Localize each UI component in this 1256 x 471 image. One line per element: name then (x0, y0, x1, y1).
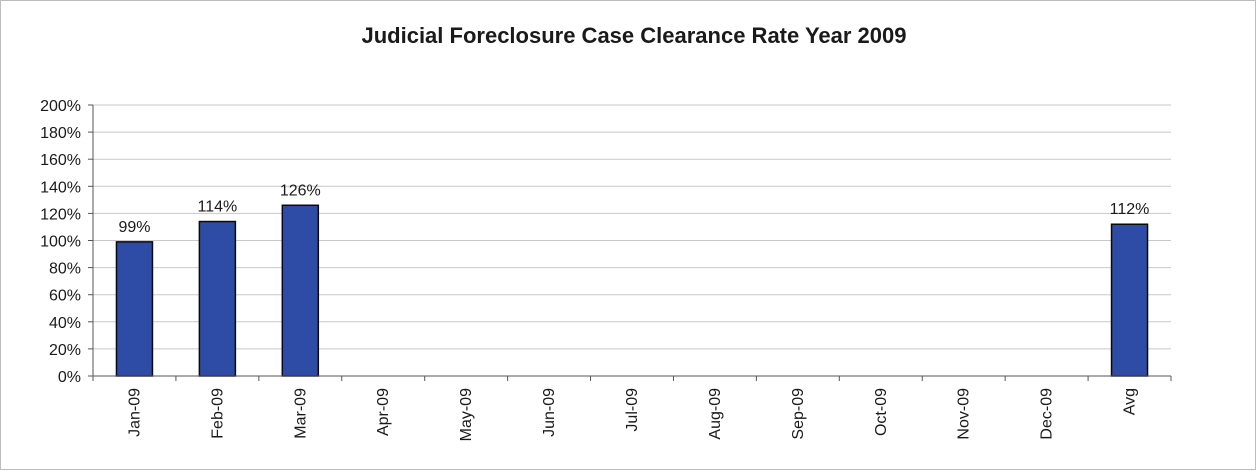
y-tick-label: 60% (49, 288, 81, 305)
chart-title: Judicial Foreclosure Case Clearance Rate… (361, 23, 906, 48)
x-tick-label: May-09 (458, 388, 475, 441)
y-tick-label: 0% (58, 369, 81, 386)
x-tick-label: Jun-09 (541, 388, 558, 437)
y-tick-label: 180% (40, 125, 81, 142)
data-labels: 99% 114% 126% 112% (118, 182, 1149, 236)
x-tick-label: Sep-09 (790, 388, 807, 440)
bar (1110, 223, 1149, 377)
x-tick-label: Mar-09 (292, 388, 309, 439)
x-tick-label: Feb-09 (209, 388, 226, 439)
y-axis-ticks: 0% 20% 40% 60% 80% 100% 120% 140% 160% 180% 200% (40, 98, 93, 386)
y-tick-label: 120% (40, 206, 81, 223)
gridlines (93, 104, 1171, 350)
data-label: 112% (1110, 201, 1150, 218)
bar (115, 241, 154, 377)
y-tick-label: 200% (40, 98, 81, 115)
x-tick-label: Apr-09 (375, 388, 392, 436)
y-tick-label: 20% (49, 342, 81, 359)
y-tick-label: 100% (40, 234, 81, 251)
data-label: 114% (198, 199, 238, 216)
y-tick-label: 40% (49, 315, 81, 332)
x-tick-label: Aug-09 (707, 388, 724, 440)
x-tick-label: Avg (1122, 388, 1139, 415)
data-label: 126% (280, 182, 321, 199)
x-tick-label: Oct-09 (873, 388, 890, 436)
x-tick-label: Jan-09 (126, 388, 143, 437)
bars (115, 204, 1149, 377)
bar (198, 220, 237, 377)
x-axis-ticks: Jan-09 Feb-09 Mar-09 Apr-09 May-09 Jun-09 Jul-… (92, 376, 1172, 441)
data-label: 99% (118, 219, 150, 236)
y-tick-label: 140% (40, 179, 81, 196)
x-tick-label: Jul-09 (624, 388, 641, 432)
x-tick-label: Nov-09 (956, 388, 973, 440)
x-tick-label: Dec-09 (1039, 388, 1056, 440)
y-tick-label: 80% (49, 261, 81, 278)
axes (92, 105, 1171, 377)
bar (281, 204, 320, 377)
y-tick-label: 160% (40, 152, 81, 169)
